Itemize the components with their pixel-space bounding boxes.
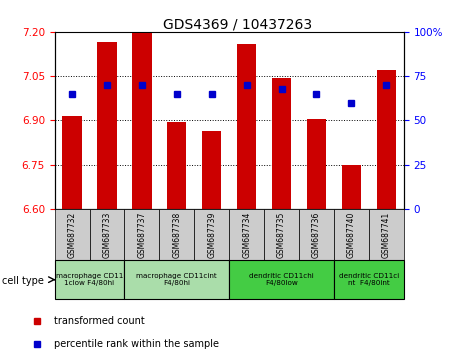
Bar — [124, 209, 160, 260]
Text: dendritic CD11ci
nt  F4/80int: dendritic CD11ci nt F4/80int — [339, 273, 399, 286]
Bar — [229, 260, 334, 299]
Bar — [55, 209, 89, 260]
Text: GSM687733: GSM687733 — [103, 211, 112, 258]
Text: GSM687735: GSM687735 — [277, 211, 286, 258]
Text: transformed count: transformed count — [54, 316, 144, 326]
Text: GSM687741: GSM687741 — [382, 211, 391, 258]
Text: GSM687734: GSM687734 — [242, 211, 251, 258]
Bar — [229, 209, 264, 260]
Bar — [97, 42, 116, 209]
Bar — [124, 260, 229, 299]
Bar — [307, 119, 326, 209]
Bar — [272, 78, 291, 209]
Bar — [264, 209, 299, 260]
Text: dendritic CD11chi
F4/80low: dendritic CD11chi F4/80low — [249, 273, 314, 286]
Text: cell type: cell type — [2, 276, 44, 286]
Bar — [237, 44, 256, 209]
Bar — [55, 260, 124, 299]
Bar — [299, 209, 334, 260]
Bar — [167, 122, 186, 209]
Text: GSM687740: GSM687740 — [347, 211, 356, 258]
Text: GDS4369 / 10437263: GDS4369 / 10437263 — [163, 18, 312, 32]
Bar — [377, 70, 396, 209]
Bar — [133, 33, 152, 209]
Text: macrophage CD11cint
F4/80hi: macrophage CD11cint F4/80hi — [136, 273, 217, 286]
Text: macrophage CD11
1clow F4/80hi: macrophage CD11 1clow F4/80hi — [56, 273, 123, 286]
Text: GSM687736: GSM687736 — [312, 211, 321, 258]
Bar — [334, 260, 404, 299]
Text: GSM687737: GSM687737 — [137, 211, 146, 258]
Bar — [342, 165, 361, 209]
Bar — [334, 209, 369, 260]
Bar — [160, 209, 194, 260]
Bar — [202, 131, 221, 209]
Text: GSM687732: GSM687732 — [67, 211, 76, 258]
Bar — [194, 209, 229, 260]
Bar — [369, 209, 404, 260]
Text: GSM687739: GSM687739 — [207, 211, 216, 258]
Text: percentile rank within the sample: percentile rank within the sample — [54, 339, 219, 349]
Bar — [89, 209, 124, 260]
Text: GSM687738: GSM687738 — [172, 211, 181, 258]
Bar — [63, 116, 82, 209]
